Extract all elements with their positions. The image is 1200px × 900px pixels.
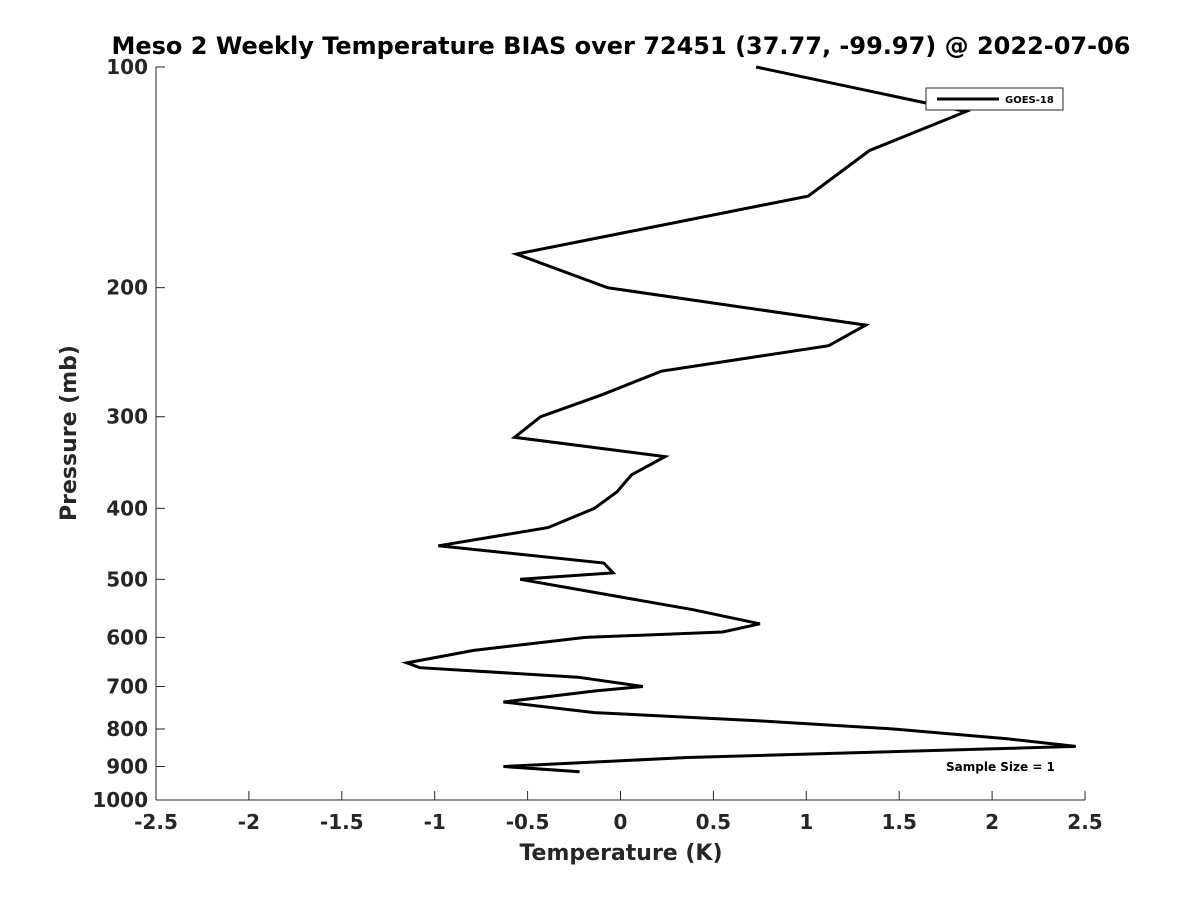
x-tick-label: 0.5	[696, 810, 731, 834]
legend-label-goes-18: GOES-18	[1005, 95, 1054, 106]
x-tick-label: -0.5	[506, 810, 550, 834]
x-tick-label: 0	[614, 810, 628, 834]
x-tick-label: -2.5	[134, 810, 178, 834]
x-axis-label: Temperature (K)	[519, 841, 722, 866]
x-tick-label: -1	[424, 810, 446, 834]
y-tick-label: 600	[106, 625, 148, 649]
y-axis-ticks: 100 200 300 400 500 600 700 800 900 1000	[92, 55, 165, 812]
y-tick-label: 400	[106, 496, 148, 520]
x-tick-label: -2	[238, 810, 260, 834]
y-tick-label: 800	[106, 717, 148, 741]
y-tick-label: 100	[106, 55, 148, 79]
x-tick-label: -1.5	[320, 810, 364, 834]
x-tick-label: 1.5	[881, 810, 916, 834]
y-tick-label: 500	[106, 567, 148, 591]
plot-frame	[156, 67, 1085, 800]
y-tick-label: 200	[106, 276, 148, 300]
y-tick-label: 1000	[92, 788, 148, 812]
chart-title: Meso 2 Weekly Temperature BIAS over 7245…	[111, 32, 1130, 60]
x-tick-label: 2.5	[1067, 810, 1102, 834]
y-axis-label: Pressure (mb)	[57, 345, 82, 521]
y-tick-label: 900	[106, 754, 148, 778]
x-tick-label: 1	[799, 810, 813, 834]
y-tick-label: 700	[106, 674, 148, 698]
y-tick-label: 300	[106, 405, 148, 429]
sample-size-annotation: Sample Size = 1	[946, 760, 1055, 774]
x-tick-label: 2	[985, 810, 999, 834]
series-layer	[401, 65, 1076, 774]
series-line-goes-18	[401, 65, 1076, 774]
legend: GOES-18	[925, 87, 1064, 111]
plot-area: -2.5 -2 -1.5 -1 -0.5 0 0.5 1 1.5 2 2.5 100 200 300 40…	[92, 55, 1102, 834]
x-axis-ticks: -2.5 -2 -1.5 -1 -0.5 0 0.5 1 1.5 2 2.5	[134, 791, 1103, 834]
